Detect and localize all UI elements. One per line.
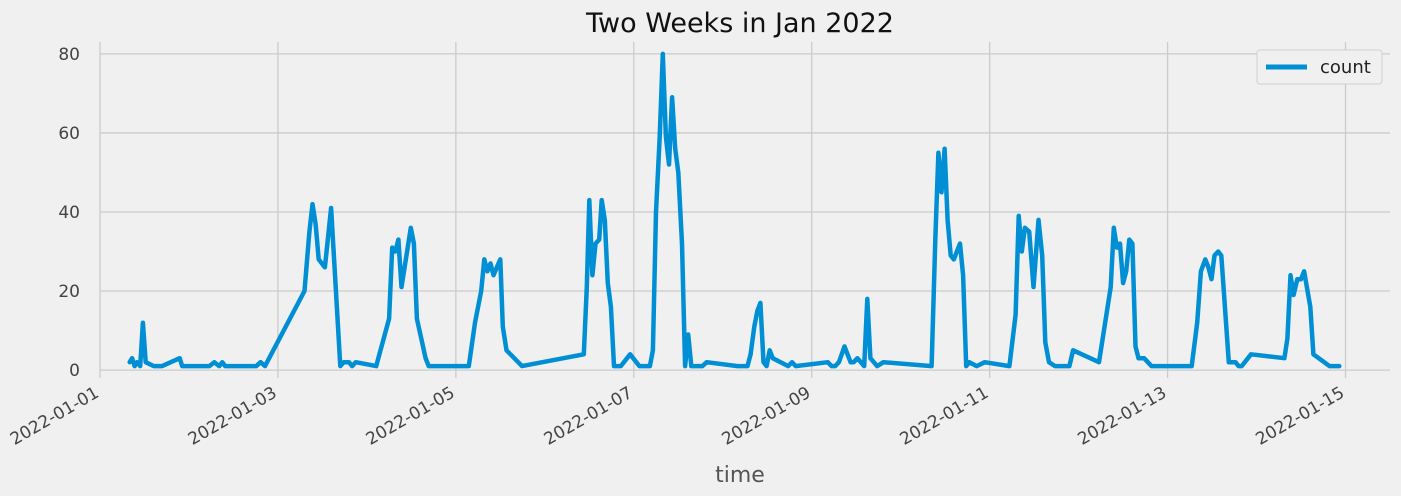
series-line-count xyxy=(127,51,1342,369)
y-tick-label: 0 xyxy=(69,361,80,381)
legend-label-count: count xyxy=(1320,57,1371,78)
chart-title: Two Weeks in Jan 2022 xyxy=(585,8,894,39)
legend-box xyxy=(1256,49,1383,85)
y-tick-label: 60 xyxy=(58,124,80,144)
y-tick-label: 20 xyxy=(58,282,80,302)
x-axis-label: time xyxy=(715,463,765,488)
y-tick-label: 80 xyxy=(58,45,80,65)
series-layer xyxy=(127,51,1342,369)
legend: count xyxy=(1256,49,1383,85)
y-tick-label: 40 xyxy=(58,203,80,223)
